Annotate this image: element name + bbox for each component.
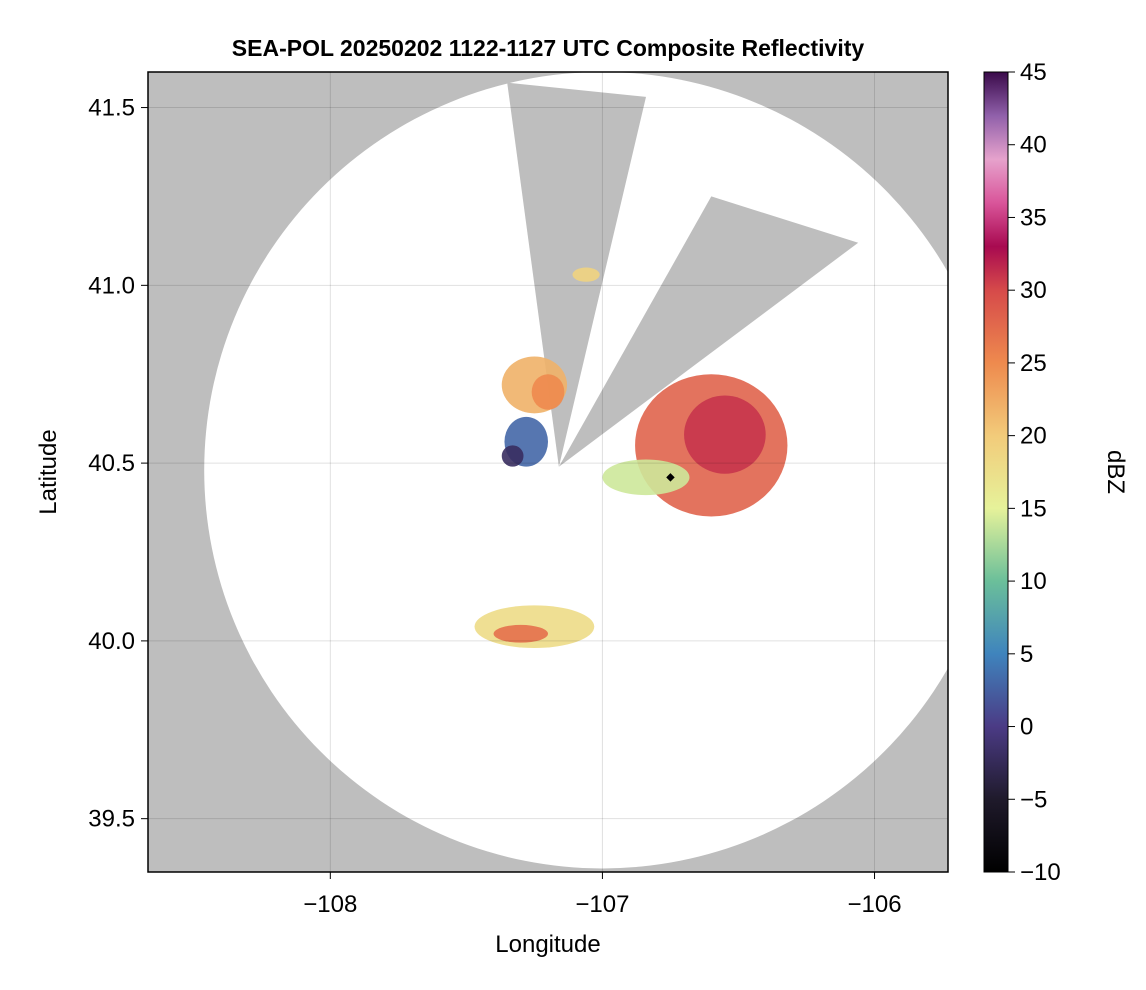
y-tick-label: 40.5 xyxy=(88,450,135,477)
echo-north-cell-core xyxy=(531,374,565,410)
x-axis-ticks: −108 −107 −106 xyxy=(303,872,902,918)
colorbar-tick-label: −5 xyxy=(1020,786,1047,813)
x-tick-label: −107 xyxy=(575,891,629,918)
colorbar-tick-label: 5 xyxy=(1020,641,1033,668)
chart-title: SEA-POL 20250202 1122-1127 UTC Composite… xyxy=(232,35,865,61)
radar-site-marker xyxy=(666,473,675,482)
echo-far-west-fringe xyxy=(501,445,524,467)
colorbar-tick-label: 30 xyxy=(1020,277,1047,304)
colorbar-tick-label: 35 xyxy=(1020,204,1047,231)
x-tick-label: −108 xyxy=(303,891,357,918)
colorbar-tick-label: 0 xyxy=(1020,714,1033,741)
colorbar-tick-label: 20 xyxy=(1020,423,1047,450)
x-tick-label: −106 xyxy=(847,891,901,918)
colorbar xyxy=(983,71,1009,873)
x-axis-label: Longitude xyxy=(495,931,600,958)
colorbar-tick-label: 25 xyxy=(1020,350,1047,377)
y-tick-label: 39.5 xyxy=(88,806,135,833)
y-axis-label: Latitude xyxy=(35,429,62,514)
plot-frame xyxy=(147,71,949,873)
colorbar-tick-label: 45 xyxy=(1020,59,1047,86)
echo-northern-spot xyxy=(572,267,600,282)
echo-south-arm xyxy=(602,459,690,496)
y-tick-label: 41.0 xyxy=(88,272,135,299)
y-tick-label: 40.0 xyxy=(88,628,135,655)
y-tick-label: 41.5 xyxy=(88,95,135,122)
reflectivity-echoes xyxy=(474,267,788,649)
blocked-sector-2 xyxy=(558,196,859,467)
colorbar-tick-label: 10 xyxy=(1020,568,1047,595)
y-axis-ticks: 39.5 40.0 40.5 41.0 41.5 xyxy=(88,95,148,833)
plot-area xyxy=(148,72,948,872)
colorbar-tick-label: 40 xyxy=(1020,132,1047,159)
colorbar-tick-label: −10 xyxy=(1020,859,1061,886)
echo-main-cell-core xyxy=(684,395,766,474)
colorbar-tick-label: 15 xyxy=(1020,495,1047,522)
gridlines xyxy=(148,72,948,872)
colorbar-ticks: −10 −5 0 5 10 15 20 25 30 35 40 45 xyxy=(1008,59,1061,886)
echo-south-cell-core xyxy=(493,624,548,643)
colorbar-label: dBZ xyxy=(1102,450,1129,494)
